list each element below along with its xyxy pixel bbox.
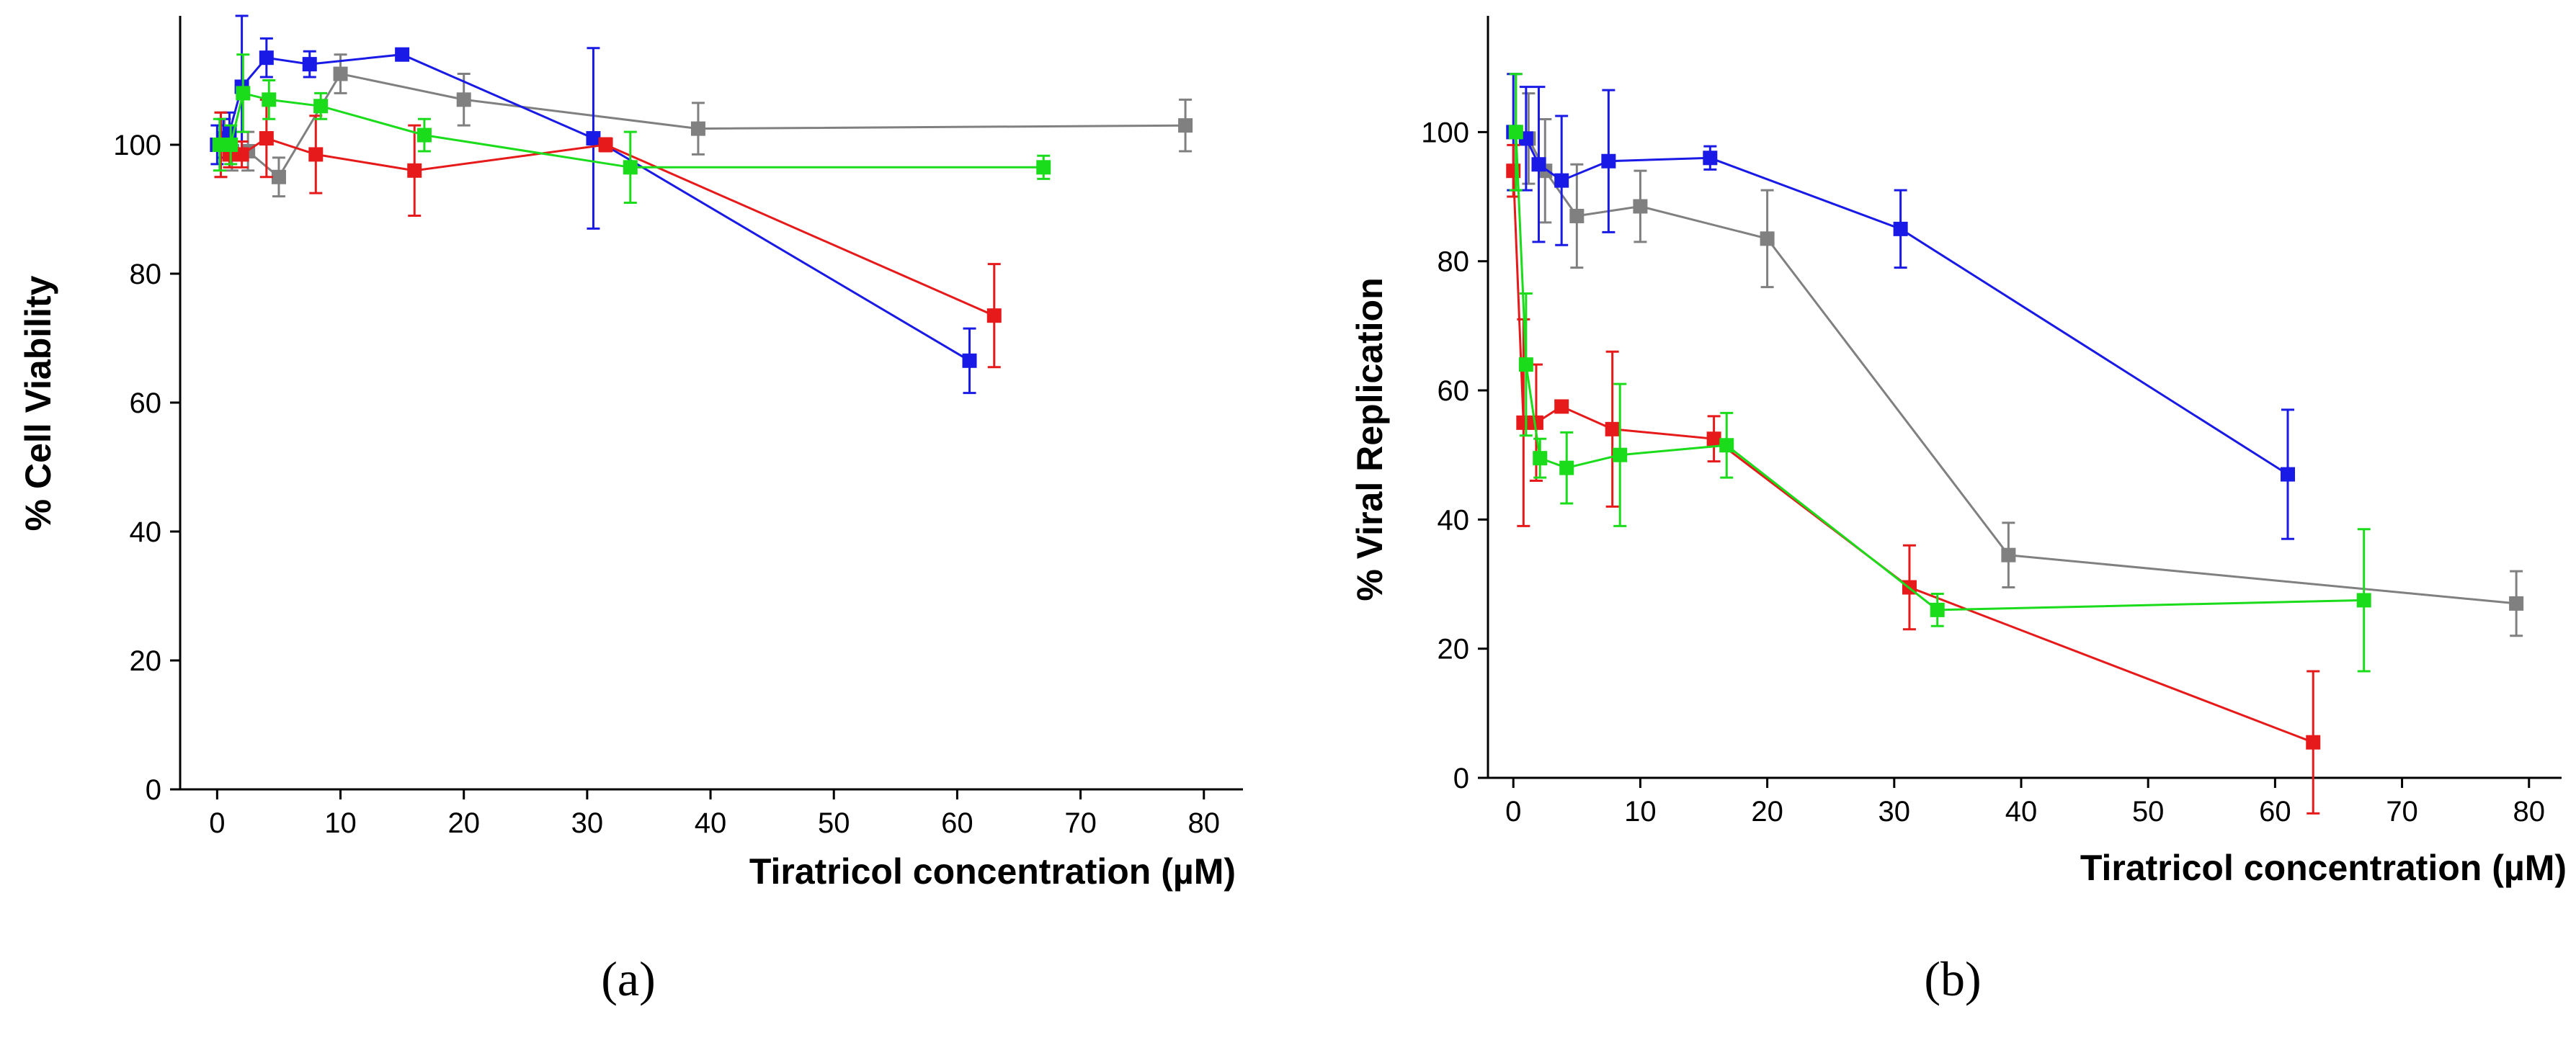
panel-b-viral-replication: 0 10 20 30 40 50 60 70 80 0 20 40 60 80 100 % Viral Re… [1350, 16, 2567, 1006]
panel-b-x-tick-label: 20 [1751, 796, 1783, 828]
panel-a-x-tick-label: 50 [818, 807, 850, 839]
panel-b-y-tick-label: 0 [1453, 763, 1469, 794]
data-point-red [259, 131, 274, 146]
panel-a-x-tick-label: 60 [941, 807, 973, 839]
panel-a-x-tick-label: 40 [695, 807, 727, 839]
panel-a-cell-viability: 0 10 20 30 40 50 60 70 80 0 20 40 60 80 100 % Cell Via… [18, 14, 1243, 1006]
data-point-green [223, 138, 239, 152]
data-point-green [1930, 602, 1945, 617]
series-line-green [219, 91, 1044, 169]
data-point-red [1706, 431, 1721, 447]
data-point-blue [1554, 173, 1569, 188]
panel-a-label: (a) [601, 951, 655, 1006]
panel-a-y-tick-label: 100 [113, 130, 161, 161]
data-point-red [986, 308, 1002, 323]
panel-b-x-tick-label: 60 [2259, 796, 2291, 828]
data-point-green [1508, 125, 1523, 140]
data-point-green [1533, 451, 1548, 466]
panel-a-x-tick-label: 80 [1188, 807, 1221, 839]
panel-b-x-axis-title: Tiratricol concentration (µM) [2080, 848, 2567, 888]
data-point-blue [1893, 221, 1908, 236]
data-point-green [1518, 357, 1533, 372]
data-point-blue [2281, 467, 2295, 482]
data-point-red [2306, 735, 2321, 750]
panel-a-series [210, 14, 1193, 395]
data-point-green [236, 86, 251, 101]
data-point-gray [1760, 231, 1775, 246]
data-point-red [1516, 415, 1531, 430]
data-point-green [1559, 460, 1574, 475]
panel-b-x-tick-label: 40 [2005, 796, 2038, 828]
data-point-red [308, 147, 324, 162]
panel-b-y-tick-label: 60 [1438, 375, 1470, 407]
panel-b-y-axis-title: % Viral Replication [1350, 277, 1390, 601]
panel-b-y-tick-label: 20 [1438, 634, 1470, 665]
panel-a-x-tick-label: 70 [1064, 807, 1097, 839]
panel-b-x-tick-label: 80 [2513, 796, 2546, 828]
panel-b-y-tick-label: 40 [1438, 504, 1470, 536]
panel-a-x-tick-label: 10 [324, 807, 357, 839]
panel-b-label: (b) [1924, 951, 1981, 1006]
panel-a-ticks: 0 10 20 30 40 50 60 70 80 0 20 40 60 80 100 [113, 130, 1220, 839]
panel-b-y-tick-label: 80 [1438, 246, 1470, 278]
panel-a-y-tick-label: 60 [130, 387, 162, 419]
panel-b-y-tick-label: 100 [1421, 117, 1469, 148]
data-point-blue [1601, 153, 1616, 169]
panel-a-y-tick-label: 80 [130, 259, 162, 290]
data-point-blue [395, 47, 410, 62]
data-point-red [1554, 399, 1569, 414]
panel-b-ticks: 0 10 20 30 40 50 60 70 80 0 20 40 60 80 100 [1421, 117, 2545, 828]
data-point-red [1605, 421, 1620, 436]
data-point-gray [1569, 208, 1585, 223]
panel-b-x-tick-label: 0 [1505, 796, 1521, 828]
data-point-green [1613, 447, 1628, 462]
panel-b-series-green [1508, 73, 2371, 673]
data-point-green [2356, 593, 2371, 608]
data-point-green [1036, 160, 1051, 175]
panel-a-x-tick-label: 0 [209, 807, 225, 839]
data-point-blue [962, 353, 977, 368]
data-point-gray [690, 121, 705, 136]
data-point-green [262, 92, 277, 107]
data-point-red [407, 163, 422, 178]
data-point-blue [302, 57, 317, 72]
data-point-red [598, 138, 613, 152]
data-point-gray [333, 66, 348, 81]
panel-b-x-tick-label: 50 [2132, 796, 2165, 828]
panel-b-x-tick-label: 70 [2386, 796, 2418, 828]
data-point-gray [271, 169, 286, 184]
panel-a-x-tick-label: 20 [447, 807, 480, 839]
panel-a-y-tick-label: 0 [146, 774, 161, 806]
series-line-green [1515, 132, 2364, 611]
data-point-green [416, 127, 432, 143]
panel-a-series-green [212, 53, 1051, 205]
data-point-green [623, 160, 638, 175]
data-point-blue [259, 50, 274, 66]
panel-a-x-axis-title: Tiratricol concentration (µM) [749, 851, 1236, 892]
data-point-gray [2509, 596, 2524, 611]
panel-a-x-tick-label: 30 [571, 807, 604, 839]
panel-a-y-axis-title: % Cell Viability [18, 275, 58, 531]
data-point-gray [1178, 118, 1193, 133]
data-point-blue [1703, 151, 1718, 166]
data-point-gray [456, 92, 471, 107]
data-point-red [234, 147, 249, 162]
data-point-green [212, 138, 227, 152]
panel-b-series [1506, 73, 2524, 815]
data-point-red [1528, 415, 1543, 430]
panel-a-y-tick-label: 20 [130, 645, 162, 677]
data-point-gray [2001, 547, 2016, 562]
data-point-green [313, 99, 329, 114]
data-point-blue [1531, 157, 1546, 172]
panel-b-x-tick-label: 30 [1878, 796, 1911, 828]
panel-b-x-tick-label: 10 [1624, 796, 1657, 828]
data-point-blue [586, 131, 601, 146]
data-point-green [1719, 438, 1734, 453]
data-point-gray [1633, 199, 1648, 214]
panel-a-y-tick-label: 40 [130, 516, 162, 548]
panel-b-series-blue [1506, 73, 2295, 540]
